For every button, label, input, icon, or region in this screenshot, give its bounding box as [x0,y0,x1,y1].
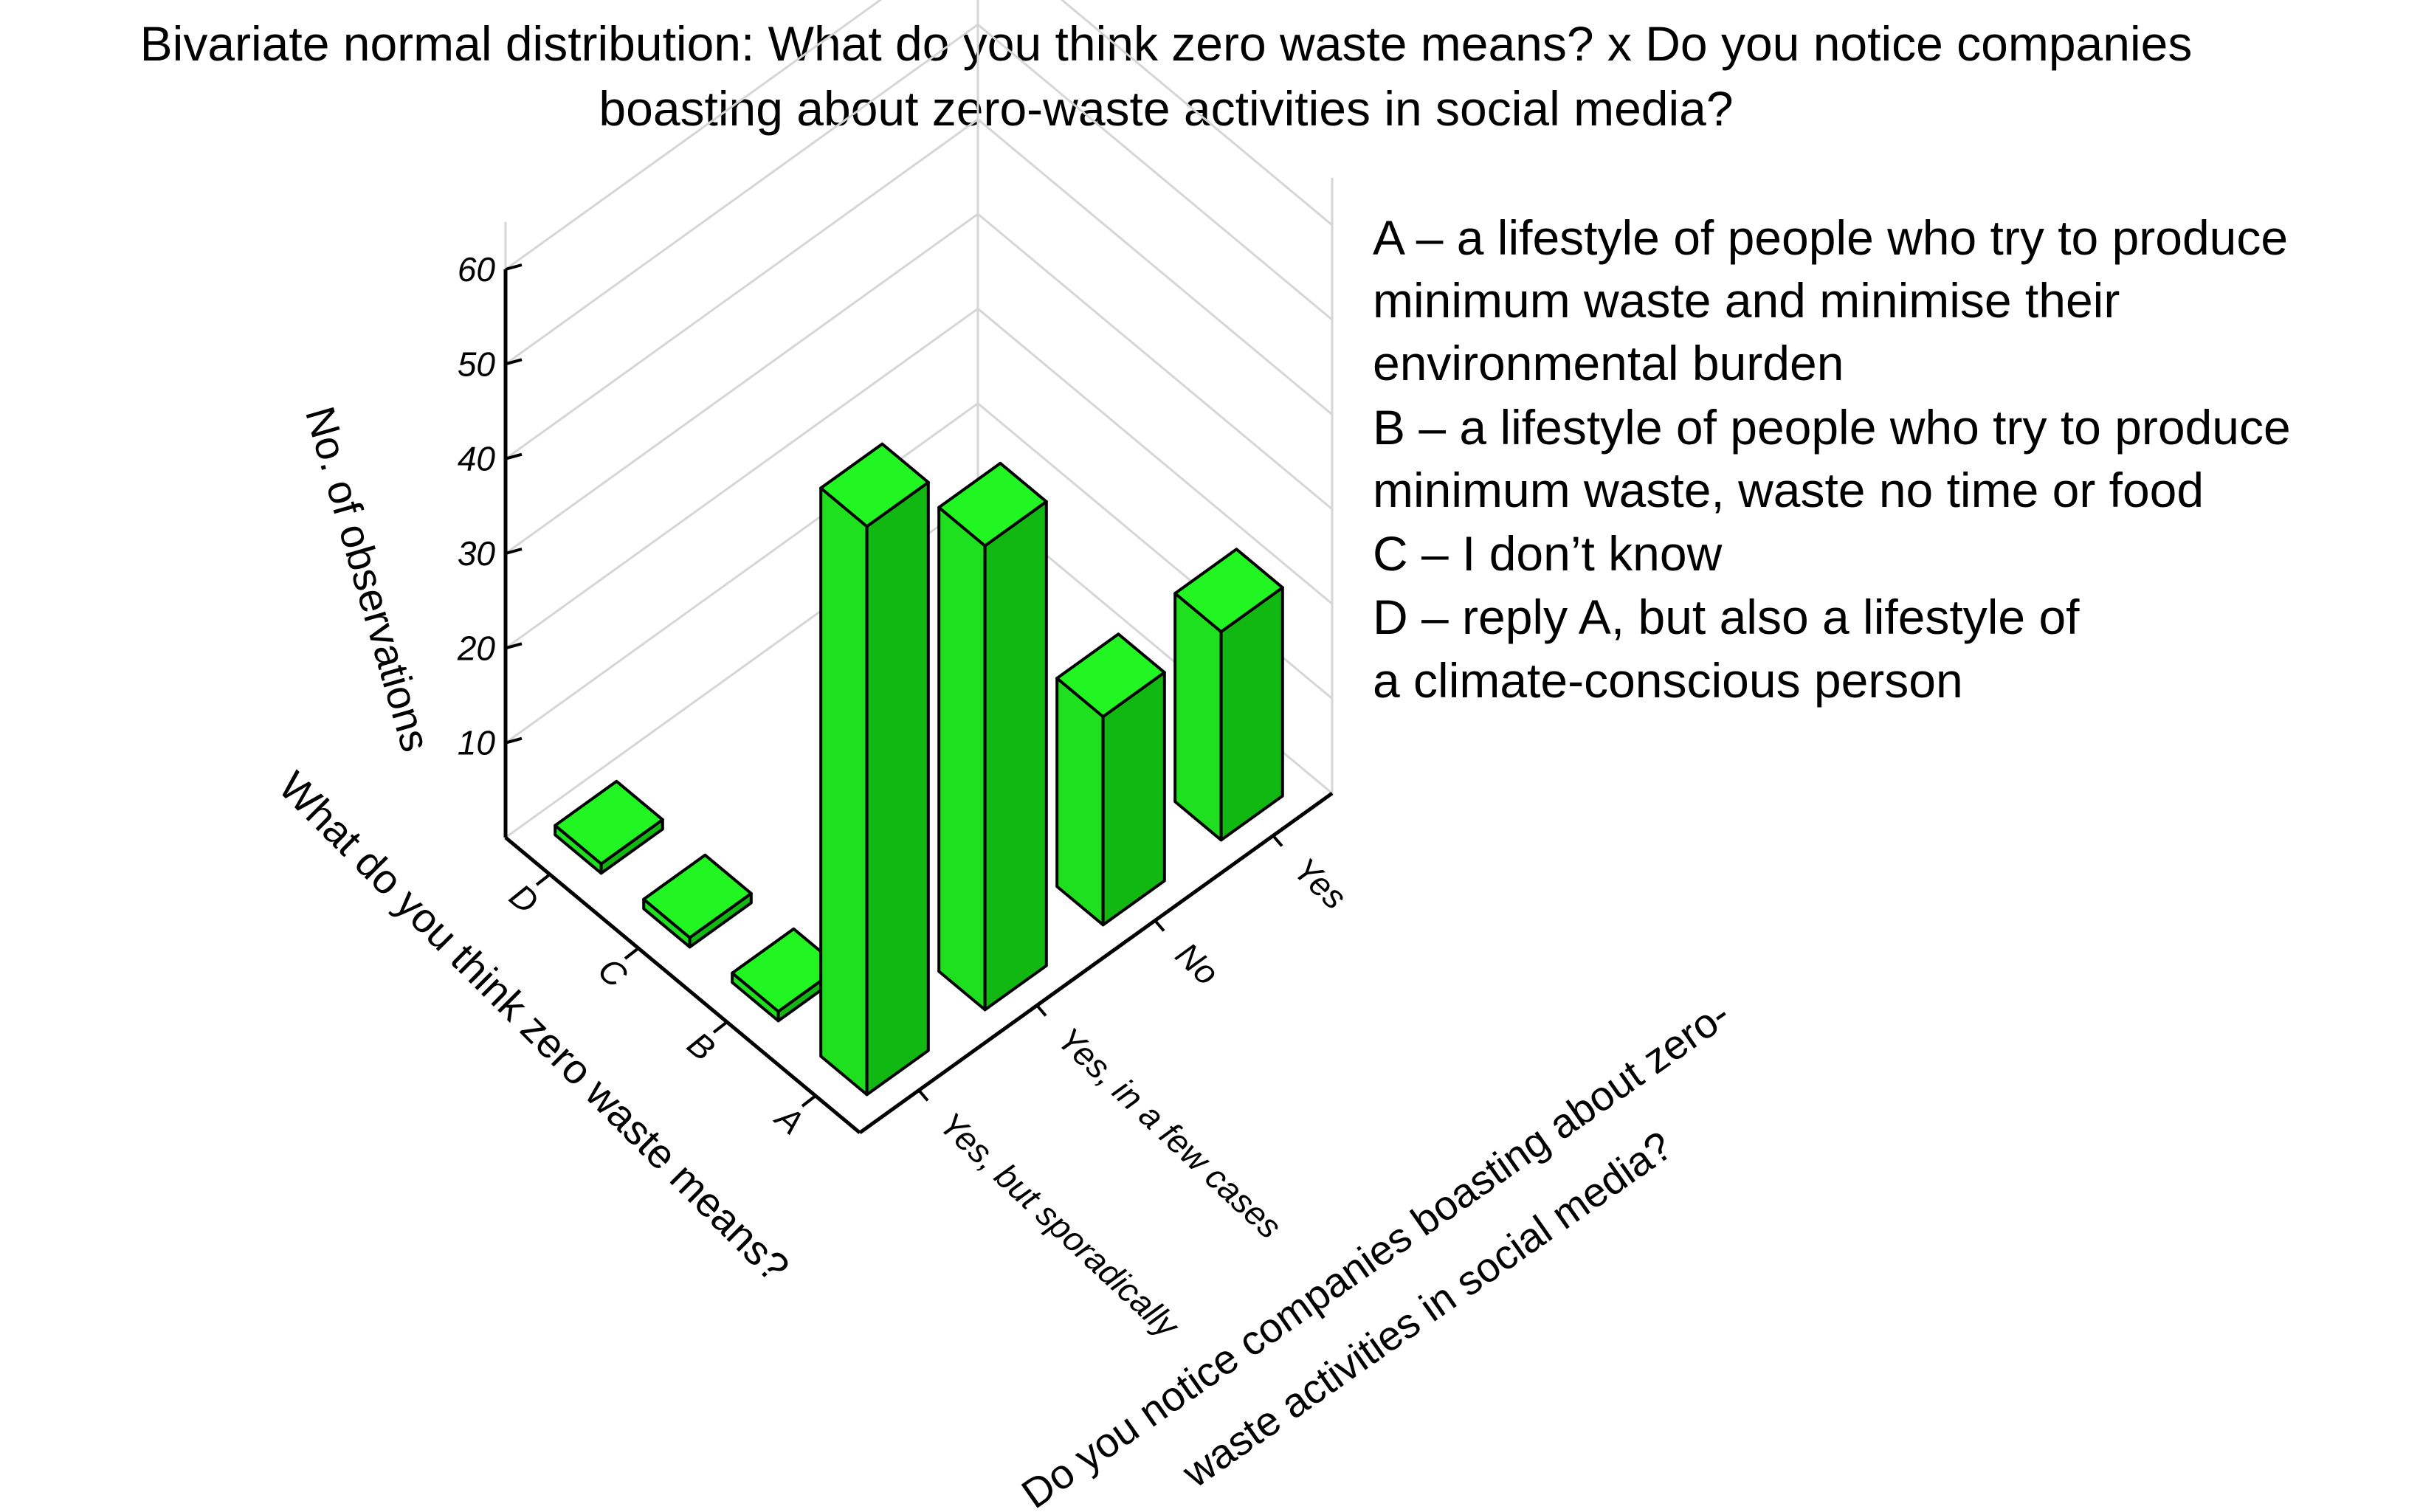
bar-A-no [1055,632,1166,927]
legend-line: C – I don’t know [1373,526,1723,581]
x-tick-mark [624,947,640,960]
bar-top [642,853,753,939]
bar-top [937,461,1048,548]
bar-A-yes-in-a-few-cases [937,461,1048,1012]
bar-A-yes-but-sporadically [819,442,930,1097]
category-legend: A – a lifestyle of people who try to pro… [1373,210,2291,708]
bar-top [731,927,841,1013]
z-tick-mark [505,358,523,366]
y-axis-title-line-2: waste activities in social media? [1173,1122,1680,1497]
legend-line: environmental burden [1373,336,1844,390]
legend-line: D – reply A, but also a lifestyle of [1373,590,2080,644]
bar-face-right [983,500,1048,1012]
bar-top [1173,548,1284,634]
bar-top [1055,632,1166,719]
z-tick-label: 60 [458,250,496,289]
legend-line: minimum waste and minimise their [1373,273,2120,328]
y-tick-mark [1272,835,1283,847]
y-category-label: No [1168,935,1226,993]
bar-top [554,779,664,866]
bar-face-left [937,505,987,1012]
bar-face-left [819,486,869,1097]
z-tick-label: 50 [458,345,496,383]
x-tick-mark [535,873,551,886]
z-tick-mark [505,548,523,555]
y-tick-mark [1035,1004,1047,1017]
legend-line: B – a lifestyle of people who try to pro… [1373,400,2291,455]
z-tick-label: 20 [457,629,496,667]
bar-face-right [865,480,930,1097]
bars [554,442,1284,1097]
x-axis-line [504,836,861,1134]
z-tick-label: 10 [458,724,496,762]
z-tick-mark [505,263,523,271]
z-tick-label: 30 [458,534,496,573]
bar-top [819,442,930,528]
x-tick-mark [712,1021,728,1034]
bar-B-yes-but-sporadically [731,927,841,1023]
bar-C-yes-but-sporadically [642,853,753,949]
gridline [505,307,1333,649]
gridline [505,23,1333,365]
y-tick-mark [917,1089,929,1102]
z-tick-mark [505,642,523,650]
y-axis-line [858,791,1334,1135]
z-tick-label: 40 [458,440,496,478]
x-tick-mark [801,1094,817,1108]
z-tick-mark [505,452,523,460]
y-tick-mark [1154,919,1165,932]
legend-line: a climate-conscious person [1373,653,1963,708]
bar-A-yes [1173,548,1284,842]
bar-face-left [1173,592,1223,842]
z-tick-mark [505,736,523,745]
z-axis-title: No. of observations [297,401,440,756]
y-category-label: Yes [1286,850,1354,916]
gridline [505,213,1333,555]
bar-face-left [1055,677,1105,927]
chart-title-line-1: Bivariate normal distribution: What do y… [140,16,2193,71]
legend-line: minimum waste, waste no time or food [1373,463,2204,517]
chart-title-line-2: boasting about zero-waste activities in … [599,81,1733,136]
y-category-label: Yes, but sporadically [932,1105,1187,1347]
bar-D-yes-but-sporadically [554,779,664,875]
gridline [505,0,1333,271]
legend-line: A – a lifestyle of people who try to pro… [1373,210,2288,265]
y-category-label: Yes, in a few cases [1050,1020,1289,1246]
gridline [505,117,1333,460]
